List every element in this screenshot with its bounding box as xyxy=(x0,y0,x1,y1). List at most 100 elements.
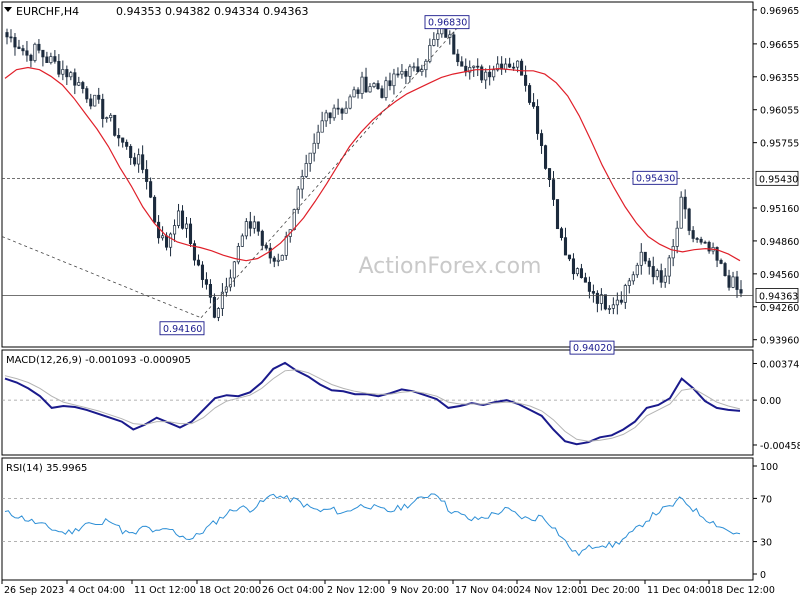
macd-title: MACD(12,26,9) -0.001093 -0.000905 xyxy=(6,355,191,366)
candle-body xyxy=(539,133,544,146)
candle-body xyxy=(551,179,556,200)
candle-body xyxy=(37,43,41,51)
price-annotation-box xyxy=(424,15,470,30)
candle-body xyxy=(364,76,368,93)
candle-body xyxy=(703,241,707,244)
candle-body xyxy=(416,66,420,73)
candle-body xyxy=(169,233,173,248)
candle-body xyxy=(41,49,45,58)
candle-body xyxy=(655,270,659,278)
candle-body xyxy=(719,259,723,264)
price-axis-label: 0.95755 xyxy=(760,139,799,150)
price-axis-label: 0.94860 xyxy=(760,237,799,248)
rsi-plot xyxy=(2,493,753,557)
candle-body xyxy=(204,279,209,285)
time-axis-label: 11 Dec 04:00 xyxy=(647,585,711,596)
candle-body xyxy=(304,163,308,177)
candle-body xyxy=(659,270,663,283)
candle-body xyxy=(699,238,703,243)
candle-body xyxy=(460,61,464,67)
candle-body xyxy=(536,106,540,134)
macd-plot xyxy=(2,361,753,446)
candle-body xyxy=(404,70,408,77)
candle-body xyxy=(408,66,412,77)
time-axis-label: 17 Nov 04:00 xyxy=(455,585,519,596)
candle-body xyxy=(180,210,185,229)
candle-body xyxy=(396,73,400,76)
candle-body xyxy=(575,268,579,275)
candle-body xyxy=(384,80,388,98)
price-level-tag-label: 0.95430 xyxy=(759,174,798,185)
time-axis-label: 9 Nov 20:00 xyxy=(391,585,449,596)
candle-body xyxy=(735,276,739,290)
candle-body xyxy=(105,117,109,119)
candle-body xyxy=(412,66,416,69)
candle-body xyxy=(651,266,655,278)
macd-line xyxy=(4,361,741,446)
candle-body xyxy=(260,230,264,246)
candle-body xyxy=(559,228,564,238)
symbol-collapse-icon[interactable] xyxy=(4,7,12,12)
candle-body xyxy=(372,83,376,87)
candle-body xyxy=(723,263,727,277)
candle-body xyxy=(196,259,201,266)
macd-axis-label: -0.004585 xyxy=(760,441,800,452)
candle-body xyxy=(320,120,324,133)
moving-average-line xyxy=(4,66,741,262)
candle-body xyxy=(121,137,125,143)
candle-body xyxy=(603,294,607,310)
candle-body xyxy=(312,142,316,154)
candle-body xyxy=(727,275,731,288)
candle-body xyxy=(516,60,520,68)
candle-body xyxy=(691,230,695,239)
time-axis-label: 26 Sep 2023 xyxy=(4,585,64,596)
ohlc-readout: 0.94353 0.94382 0.94334 0.94363 xyxy=(116,5,308,18)
candle-body xyxy=(607,308,611,310)
candle-body xyxy=(17,46,21,49)
candle-body xyxy=(244,221,248,237)
candle-body xyxy=(400,70,404,75)
candle-body xyxy=(695,238,699,240)
candle-body xyxy=(228,277,232,288)
candle-body xyxy=(671,246,675,259)
candle-body xyxy=(248,221,252,229)
price-annotation-label: 0.96830 xyxy=(428,18,467,29)
candle-body xyxy=(256,221,260,232)
candle-body xyxy=(332,107,336,119)
macd-panel-frame xyxy=(1,349,754,456)
candle-body xyxy=(520,60,524,76)
candle-body xyxy=(93,94,97,107)
candle-body xyxy=(452,34,456,55)
candle-body xyxy=(687,208,691,231)
candle-body xyxy=(145,169,149,182)
time-axis-label: 4 Oct 04:00 xyxy=(69,585,125,596)
candle-body xyxy=(141,154,145,170)
macd-signal-line xyxy=(4,369,741,442)
candle-body xyxy=(336,107,340,110)
candle-body xyxy=(208,284,212,298)
price-plot: 0.94160 0.96830 0.95430 0.94020 xyxy=(1,15,753,355)
candle-body xyxy=(137,154,141,165)
candle-body xyxy=(555,199,560,230)
candle-body xyxy=(583,277,587,283)
candle-body xyxy=(468,67,472,73)
rsi-axis-label: 30 xyxy=(760,538,772,549)
candle-body xyxy=(97,94,101,100)
candle-body xyxy=(9,36,13,39)
candle-body xyxy=(456,53,460,63)
candle-body xyxy=(679,196,683,229)
price-annotation-label: 0.94160 xyxy=(163,324,202,335)
time-axis-label: 24 Nov 12:00 xyxy=(519,585,583,596)
candle-body xyxy=(85,88,89,100)
time-axis-label: 18 Dec 12:00 xyxy=(711,585,775,596)
candle-body xyxy=(65,69,69,78)
macd-axis-label: 0.003743 xyxy=(760,359,800,370)
candle-body xyxy=(392,73,396,87)
candle-body xyxy=(200,264,205,280)
candle-body xyxy=(547,168,552,180)
rsi-axis-label: 70 xyxy=(760,494,772,505)
candle-body xyxy=(153,196,157,223)
candle-body xyxy=(476,65,480,68)
candle-body xyxy=(89,98,93,107)
time-axis-label: 2 Nov 12:00 xyxy=(327,585,385,596)
